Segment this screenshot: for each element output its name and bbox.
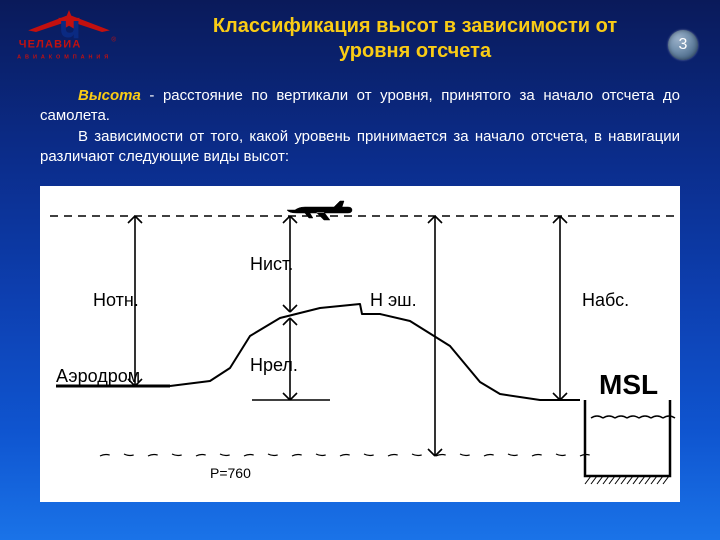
brand-logo: ЧЕЛАВИА ® АВИАКОМПАНИЯ xyxy=(14,10,124,66)
arrow-label-notm: Нотн. xyxy=(93,290,139,310)
arrow-label-nesh: Н эш. xyxy=(370,290,417,310)
body-text: Высота - расстояние по вертикали от уров… xyxy=(40,86,680,167)
altitude-diagram-svg: P=760 Аэродром MSL Нотн. Нист. Нрел. Н эш. Набс… xyxy=(40,186,680,502)
msl-label: MSL xyxy=(599,369,658,400)
altitude-diagram: P=760 Аэродром MSL Нотн. Нист. Нрел. Н эш. Набс… xyxy=(40,186,680,502)
pressure-label: P=760 xyxy=(210,465,251,481)
definition-term: Высота xyxy=(78,87,141,104)
slide-title: Классификация высот в зависимости от уро… xyxy=(180,14,650,64)
arrow-label-nist: Нист. xyxy=(250,254,293,274)
brand-reg: ® xyxy=(111,35,116,43)
definition-dash: - xyxy=(141,87,163,104)
brand-name: ЧЕЛАВИА xyxy=(19,39,82,51)
arrow-label-nrel: Нрел. xyxy=(250,355,298,375)
slide: ЧЕЛАВИА ® АВИАКОМПАНИЯ Классификация выс… xyxy=(0,0,720,540)
arrow-label-nabs: Набс. xyxy=(582,290,629,310)
brand-logo-svg: ЧЕЛАВИА ® АВИАКОМПАНИЯ xyxy=(14,10,124,65)
aerodrome-label: Аэродром xyxy=(56,366,140,386)
definition-text2: В зависимости от того, какой уровень при… xyxy=(40,128,680,165)
aircraft-icon xyxy=(287,201,352,220)
page-number-badge: 3 xyxy=(668,30,698,60)
brand-subline: АВИАКОМПАНИЯ xyxy=(17,55,112,61)
